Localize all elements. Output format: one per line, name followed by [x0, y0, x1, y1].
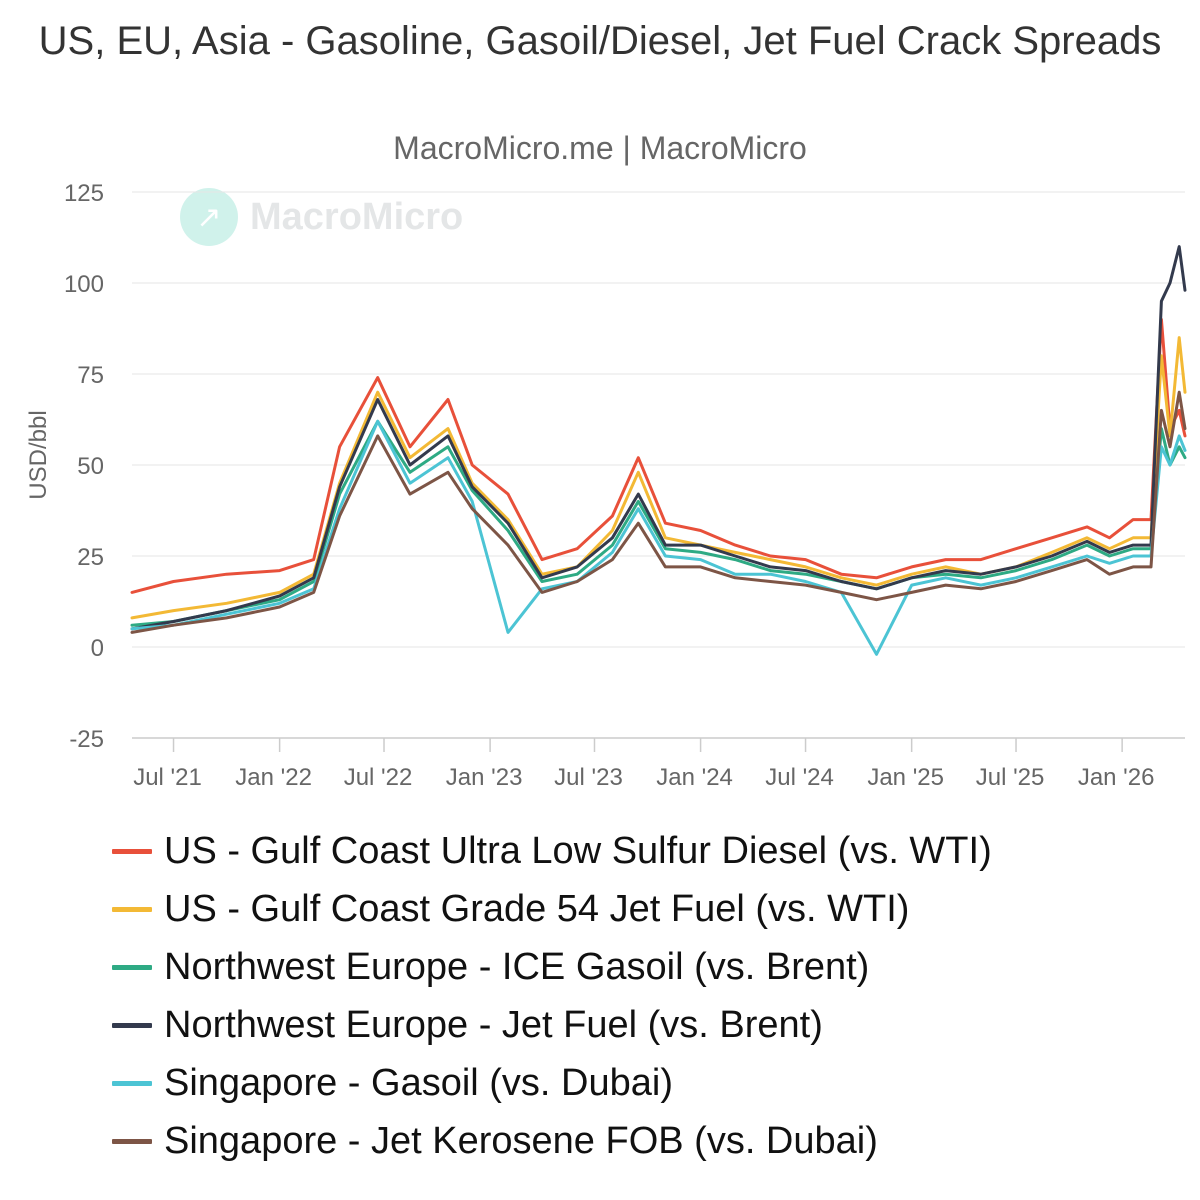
y-tick-label: 0: [91, 635, 104, 662]
y-tick-label: 100: [64, 271, 104, 298]
legend-label: US - Gulf Coast Ultra Low Sulfur Diesel …: [164, 829, 992, 872]
chart-subtitle: MacroMicro.me | MacroMicro: [393, 130, 807, 166]
y-tick-label: 75: [77, 362, 104, 389]
y-tick-label: -25: [69, 726, 104, 753]
series-line-4: [130, 245, 1187, 631]
legend-item-5[interactable]: Singapore - Gasoil (vs. Dubai): [112, 1054, 992, 1112]
legend-swatch: [112, 1080, 152, 1086]
chart-title: US, EU, Asia - Gasoline, Gasoil/Diesel, …: [38, 19, 1162, 63]
x-tick-label: Jan '26: [1078, 764, 1155, 791]
legend-item-3[interactable]: Northwest Europe - ICE Gasoil (vs. Brent…: [112, 938, 992, 996]
legend-swatch: [112, 964, 152, 970]
x-tick-label: Jul '23: [554, 764, 623, 791]
legend-swatch: [112, 1022, 152, 1028]
x-tick-label: Jul '22: [344, 764, 413, 791]
watermark-text: MacroMicro: [250, 195, 464, 238]
legend-label: Singapore - Gasoil (vs. Dubai): [164, 1061, 673, 1104]
legend-label: US - Gulf Coast Grade 54 Jet Fuel (vs. W…: [164, 887, 910, 930]
x-tick-label: Jan '25: [867, 764, 944, 791]
legend-item-2[interactable]: US - Gulf Coast Grade 54 Jet Fuel (vs. W…: [112, 880, 992, 938]
x-tick-label: Jan '24: [656, 764, 733, 791]
y-tick-label: 50: [77, 453, 104, 480]
line-chart: 125 100 75 50 25 0 -25 Jul '21 Jan '22 Jul '22 Jan…: [25, 180, 1187, 791]
series-line-6: [130, 390, 1187, 634]
series-line-2: [130, 336, 1187, 620]
legend-swatch: [112, 906, 152, 912]
legend-item-4[interactable]: Northwest Europe - Jet Fuel (vs. Brent): [112, 996, 992, 1054]
series-line-5: [130, 419, 1187, 656]
y-axis-label: USD/bbl: [25, 410, 52, 499]
legend-label: Singapore - Jet Kerosene FOB (vs. Dubai): [164, 1119, 878, 1162]
x-tick-label: Jul '21: [133, 764, 202, 791]
series-line-1: [130, 317, 1187, 594]
series-line-3: [130, 419, 1187, 627]
legend-item-6[interactable]: Singapore - Jet Kerosene FOB (vs. Dubai): [112, 1112, 992, 1170]
watermark: ↗ MacroMicro: [180, 188, 463, 246]
legend-swatch: [112, 1138, 152, 1144]
legend-label: Northwest Europe - ICE Gasoil (vs. Brent…: [164, 945, 870, 988]
chart-legend: US - Gulf Coast Ultra Low Sulfur Diesel …: [112, 822, 992, 1170]
y-tick-label: 25: [77, 544, 104, 571]
x-tick-label: Jan '23: [446, 764, 523, 791]
x-tick-label: Jan '22: [235, 764, 312, 791]
legend-swatch: [112, 848, 152, 854]
legend-item-1[interactable]: US - Gulf Coast Ultra Low Sulfur Diesel …: [112, 822, 992, 880]
x-tick-label: Jul '24: [765, 764, 834, 791]
macromicro-logo-icon: ↗: [180, 188, 238, 246]
x-tick-label: Jul '25: [976, 764, 1045, 791]
y-tick-label: 125: [64, 180, 104, 207]
legend-label: Northwest Europe - Jet Fuel (vs. Brent): [164, 1003, 823, 1046]
